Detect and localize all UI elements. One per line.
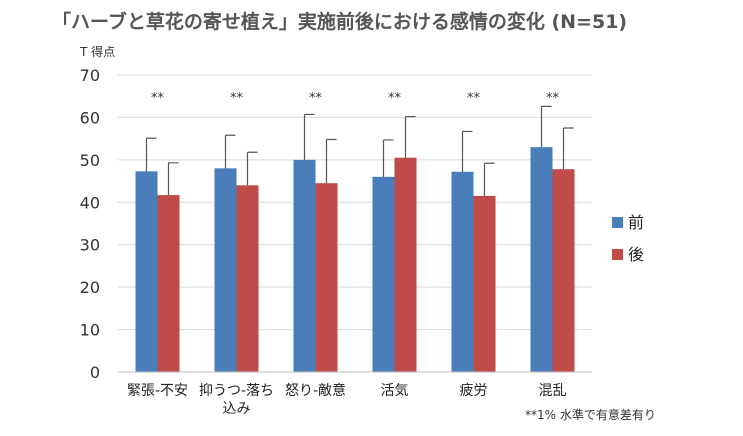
- category-label-3: 活気: [381, 383, 409, 399]
- significance-note: **1% 水準で有意差有り: [525, 407, 656, 422]
- category-label-1: 抑うつ-落ち: [199, 383, 274, 399]
- error-bar-after-4: [483, 162, 495, 196]
- category-label-1-line2: 込み: [223, 401, 251, 417]
- error-bar-after-2: [325, 138, 337, 184]
- bars: [135, 147, 575, 372]
- legend-label-after: 後: [628, 245, 644, 264]
- y-axis-ticks: 0 10 20 30 40 50 60 70: [80, 66, 100, 382]
- bar-after-3: [394, 157, 417, 372]
- bar-after-4: [473, 195, 496, 372]
- bar-after-1: [236, 185, 259, 372]
- significance-mark-0: **: [151, 91, 165, 106]
- category-label-0: 緊張-不安: [127, 383, 188, 399]
- error-bar-before-3: [382, 139, 394, 177]
- y-tick-label-40: 40: [80, 193, 100, 212]
- bar-before-4: [451, 171, 474, 372]
- y-tick-label-20: 20: [80, 278, 100, 297]
- y-tick-label-30: 30: [80, 236, 100, 255]
- legend-label-before: 前: [628, 213, 644, 232]
- category-label-4: 疲労: [460, 382, 488, 399]
- y-tick-label-10: 10: [80, 321, 100, 340]
- chart-title: 「ハーブと草花の寄せ植え」実施前後における感情の変化 (N=51): [52, 10, 627, 33]
- error-bar-after-0: [167, 162, 179, 196]
- bar-after-0: [157, 195, 180, 372]
- bar-before-3: [372, 176, 395, 372]
- grid-lines: [118, 74, 592, 331]
- error-bar-before-1: [224, 134, 236, 169]
- bar-before-1: [214, 168, 237, 372]
- y-tick-label-70: 70: [80, 66, 100, 85]
- y-tick-label-50: 50: [80, 151, 100, 170]
- bar-after-2: [315, 183, 338, 372]
- error-bars: [145, 105, 574, 196]
- error-bar-before-0: [145, 137, 157, 172]
- legend: 前後: [612, 213, 644, 264]
- significance-marks: ** ** ** ** ** **: [151, 91, 560, 106]
- significance-mark-1: **: [230, 91, 244, 106]
- bar-before-0: [135, 171, 158, 372]
- y-tick-label-60: 60: [80, 108, 100, 127]
- bar-before-2: [293, 159, 316, 372]
- legend-swatch-before: [612, 217, 623, 228]
- category-label-5: 混乱: [539, 383, 567, 399]
- legend-swatch-after: [612, 249, 623, 260]
- y-tick-label-0: 0: [90, 363, 100, 382]
- error-bar-before-2: [303, 113, 315, 160]
- category-label-2: 怒り-敵意: [285, 382, 346, 399]
- error-bar-after-5: [562, 127, 574, 170]
- bar-before-5: [530, 147, 553, 372]
- bar-after-5: [552, 169, 575, 372]
- error-bar-before-4: [461, 130, 473, 172]
- y-axis-unit: T 得点: [79, 44, 115, 59]
- significance-mark-3: **: [388, 91, 402, 106]
- error-bar-before-5: [540, 105, 552, 148]
- significance-mark-2: **: [309, 91, 323, 106]
- error-bar-after-3: [404, 115, 416, 158]
- significance-mark-4: **: [467, 91, 481, 106]
- significance-mark-5: **: [546, 91, 560, 106]
- error-bar-after-1: [246, 151, 258, 186]
